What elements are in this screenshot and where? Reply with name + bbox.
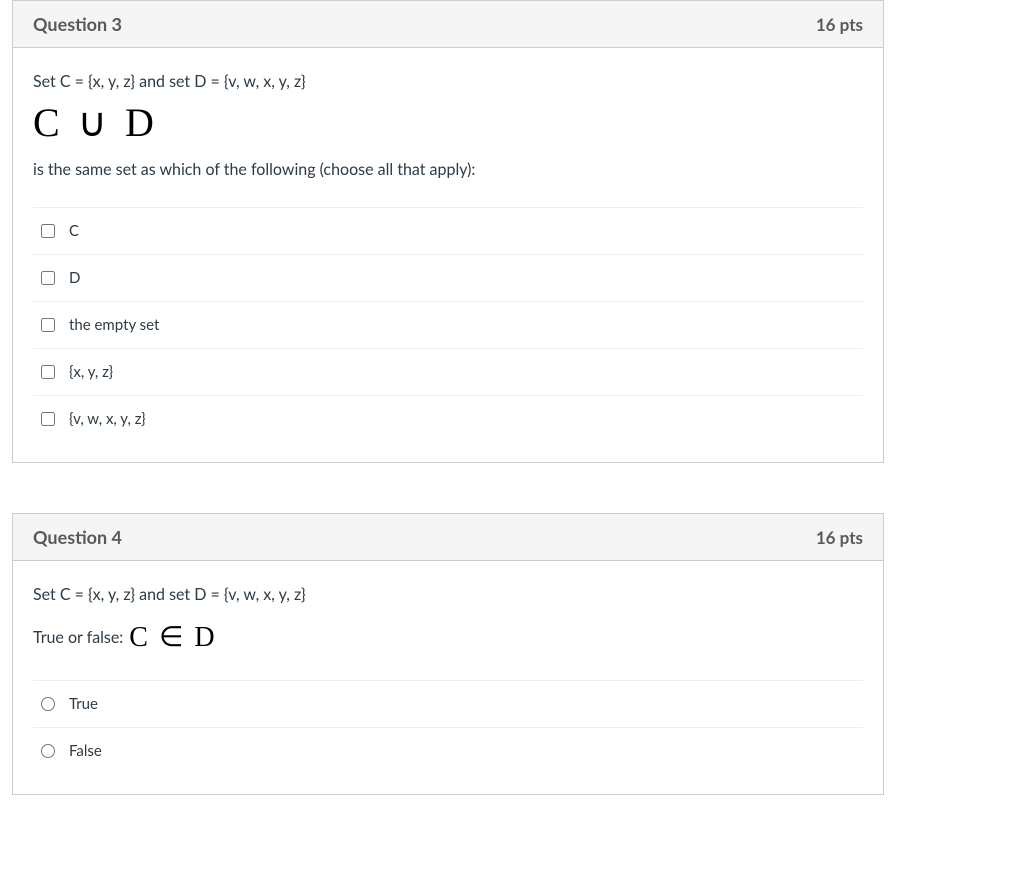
answer-radio[interactable] bbox=[41, 744, 55, 758]
answer-label: False bbox=[69, 742, 102, 760]
answer-row[interactable]: D bbox=[33, 254, 863, 301]
question-4-title: Question 4 bbox=[33, 526, 122, 548]
question-4-prompt-line1: Set C = {x, y, z} and set D = {v, w, x, … bbox=[33, 585, 863, 604]
answer-checkbox[interactable] bbox=[41, 412, 55, 426]
answer-checkbox[interactable] bbox=[41, 224, 55, 238]
answer-label: {v, w, x, y, z} bbox=[69, 410, 146, 428]
answer-label: {x, y, z} bbox=[69, 363, 113, 381]
answer-label: the empty set bbox=[69, 316, 159, 334]
answer-label: C bbox=[69, 222, 79, 240]
question-4-header: Question 4 16 pts bbox=[13, 514, 883, 561]
question-3-prompt-line2: is the same set as which of the followin… bbox=[33, 160, 863, 179]
question-3-math: C ∪ D bbox=[33, 99, 863, 146]
question-4-math-inline: C ∈ D bbox=[129, 620, 216, 654]
answer-row[interactable]: True bbox=[33, 680, 863, 727]
answer-row[interactable]: {x, y, z} bbox=[33, 348, 863, 395]
question-3-prompt-line1: Set C = {x, y, z} and set D = {v, w, x, … bbox=[33, 72, 863, 91]
question-3-points: 16 pts bbox=[816, 14, 863, 35]
answer-checkbox[interactable] bbox=[41, 271, 55, 285]
answer-label: True bbox=[69, 695, 98, 713]
answer-radio[interactable] bbox=[41, 697, 55, 711]
answer-row[interactable]: {v, w, x, y, z} bbox=[33, 395, 863, 442]
question-4-tf-prefix: True or false: bbox=[33, 628, 123, 647]
question-3-answers: C D the empty set {x, y, z} {v, w, x, y,… bbox=[33, 207, 863, 442]
question-4-container: Question 4 16 pts Set C = {x, y, z} and … bbox=[12, 513, 884, 795]
question-3-body: Set C = {x, y, z} and set D = {v, w, x, … bbox=[13, 48, 883, 462]
question-3-title: Question 3 bbox=[33, 13, 122, 35]
answer-row[interactable]: C bbox=[33, 207, 863, 254]
question-4-answers: True False bbox=[33, 680, 863, 774]
question-4-body: Set C = {x, y, z} and set D = {v, w, x, … bbox=[13, 561, 883, 794]
question-3-header: Question 3 16 pts bbox=[13, 1, 883, 48]
question-4-points: 16 pts bbox=[816, 527, 863, 548]
question-3-container: Question 3 16 pts Set C = {x, y, z} and … bbox=[12, 0, 884, 463]
answer-checkbox[interactable] bbox=[41, 365, 55, 379]
question-4-tf-line: True or false: C ∈ D bbox=[33, 620, 863, 654]
answer-checkbox[interactable] bbox=[41, 318, 55, 332]
answer-row[interactable]: the empty set bbox=[33, 301, 863, 348]
answer-label: D bbox=[69, 269, 80, 287]
answer-row[interactable]: False bbox=[33, 727, 863, 774]
